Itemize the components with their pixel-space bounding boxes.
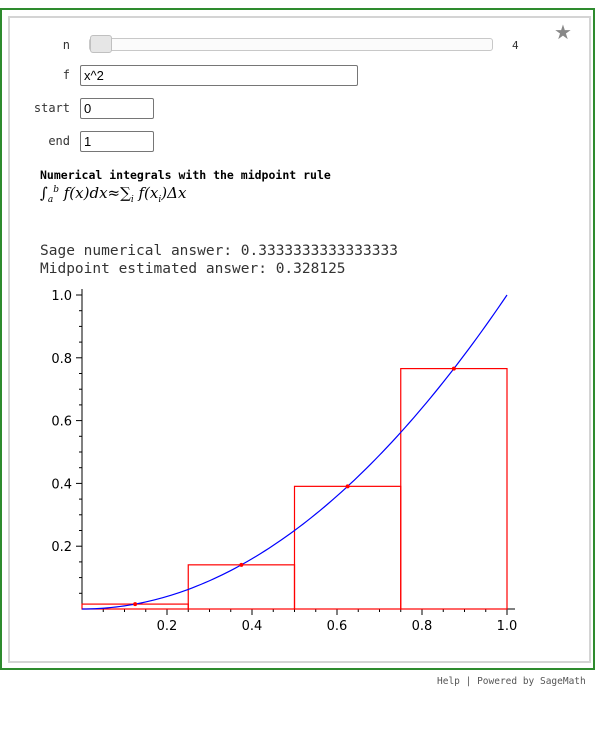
- midpoint-formula: ∫ab f(x)dx≈∑i f(xi)Δx: [40, 184, 187, 205]
- n-slider-handle[interactable]: [90, 35, 112, 53]
- interact-frame: [0, 8, 595, 670]
- midpoint-answer: Midpoint estimated answer: 0.328125: [40, 261, 346, 277]
- start-input[interactable]: [80, 98, 154, 119]
- star-icon[interactable]: ★: [554, 20, 572, 44]
- footer: Help | Powered by SageMath: [437, 676, 586, 687]
- interact-panel: [8, 16, 591, 663]
- f-input[interactable]: [80, 65, 358, 86]
- start-label: start: [33, 101, 70, 115]
- n-slider-value: 4: [512, 39, 519, 52]
- n-label: n: [62, 38, 70, 52]
- powered-by-link[interactable]: Powered by SageMath: [477, 676, 586, 687]
- output-title: Numerical integrals with the midpoint ru…: [40, 168, 331, 182]
- help-link[interactable]: Help: [437, 676, 460, 687]
- end-input[interactable]: [80, 131, 154, 152]
- f-label: f: [62, 68, 70, 82]
- sage-answer: Sage numerical answer: 0.333333333333333…: [40, 243, 398, 259]
- end-label: end: [48, 134, 70, 148]
- n-slider[interactable]: [89, 38, 493, 51]
